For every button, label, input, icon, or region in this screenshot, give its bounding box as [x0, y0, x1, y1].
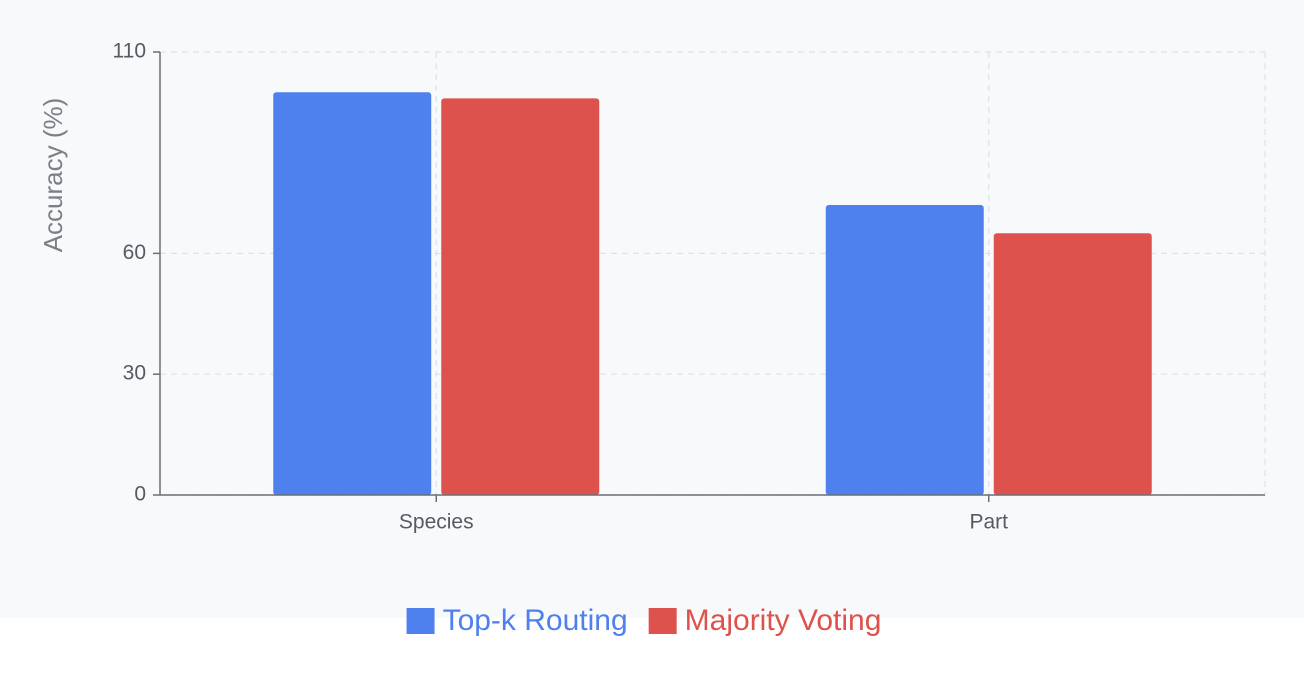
bar	[441, 98, 600, 496]
bar	[993, 233, 1152, 495]
y-tick-label: 30	[123, 362, 146, 385]
x-tick-label: Part	[969, 511, 1008, 534]
bar	[825, 205, 984, 495]
y-axis-title: Accuracy (%)	[38, 98, 68, 253]
legend-swatch	[406, 608, 435, 634]
legend-label: Top-k Routing	[443, 604, 628, 637]
y-tick-label: 110	[113, 40, 146, 63]
bar	[273, 92, 432, 495]
x-tick-label: Species	[399, 511, 474, 534]
y-tick-label: 60	[123, 241, 146, 264]
legend-swatch	[648, 608, 677, 634]
legend-label: Majority Voting	[685, 604, 882, 637]
y-tick-label: 0	[134, 483, 146, 506]
